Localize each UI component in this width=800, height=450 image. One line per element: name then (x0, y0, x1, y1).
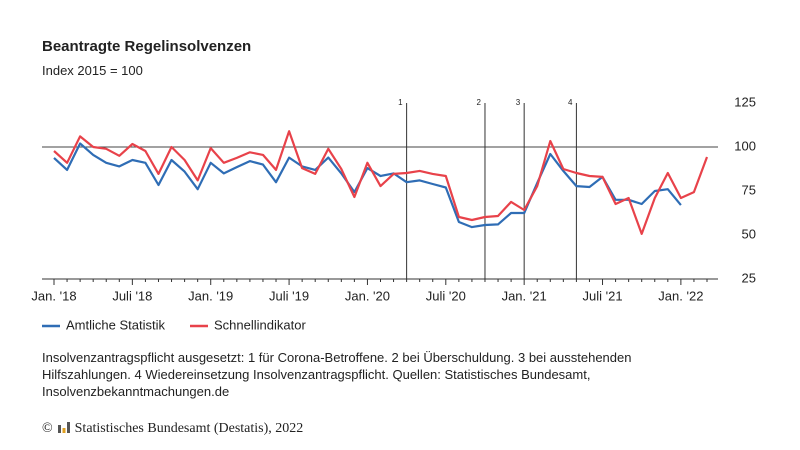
annotation-label: 1 (398, 98, 403, 107)
x-tick-label: Jan. '19 (188, 288, 233, 303)
x-tick-label: Jan. '21 (502, 288, 547, 303)
x-tick-label: Jan. '20 (345, 288, 390, 303)
y-tick-label: 50 (742, 226, 756, 241)
line-series (53, 130, 709, 235)
chart-subtitle: Index 2015 = 100 (42, 63, 143, 78)
x-tick-label: Juli '21 (582, 288, 622, 303)
footnote: Insolvenzantragspflicht ausgesetzt: 1 fü… (42, 350, 632, 399)
x-tick-label: Juli '19 (269, 288, 309, 303)
y-tick-label: 125 (734, 94, 756, 109)
chart: 25 50 75 100 125 Jan. '18 Juli '18 Jan. '19 Juli… (31, 94, 756, 332)
annotation-label: 2 (477, 98, 482, 107)
annotation-label: 3 (516, 98, 521, 107)
copyright: © Statistisches Bundesamt (Destatis), 202… (42, 421, 304, 436)
x-tick-label: Juli '18 (112, 288, 152, 303)
x-tick-label: Juli '20 (426, 288, 466, 303)
chart-title: Beantragte Regelinsolvenzen (42, 38, 252, 55)
x-tick-label: Jan. '22 (658, 288, 703, 303)
y-tick-label: 75 (742, 182, 756, 197)
legend-label: Schnellindikator (214, 317, 306, 332)
annotation-label: 4 (568, 98, 573, 107)
logo (57, 422, 70, 433)
y-tick-label: 100 (734, 138, 756, 153)
legend-label: Amtliche Statistik (66, 317, 165, 332)
source: Statistisches Bundesamt (Destatis), 2022 (74, 421, 304, 436)
x-tick-label: Jan. '18 (31, 288, 76, 303)
y-tick-label: 25 (742, 270, 756, 285)
line-series (53, 142, 682, 229)
